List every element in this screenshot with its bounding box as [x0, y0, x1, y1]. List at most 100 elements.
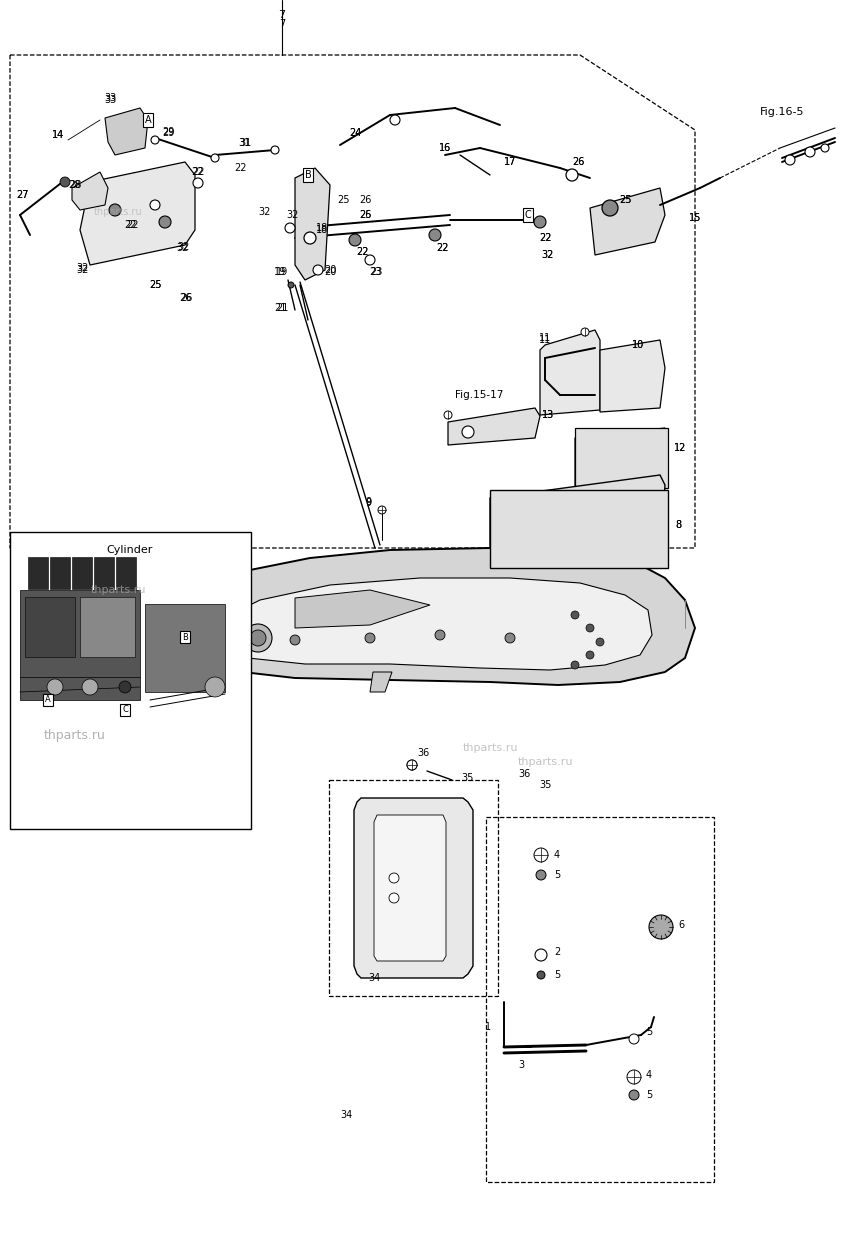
Text: 16: 16 [439, 142, 451, 152]
Text: 22: 22 [539, 233, 552, 243]
Polygon shape [490, 475, 665, 567]
Bar [72, 558, 92, 589]
Polygon shape [370, 672, 392, 693]
Text: 22: 22 [192, 167, 204, 177]
Text: 17: 17 [504, 157, 516, 167]
Circle shape [629, 1035, 639, 1044]
Polygon shape [354, 798, 473, 978]
Bar [486, 817, 714, 1182]
Text: 29: 29 [162, 128, 174, 138]
Text: 22: 22 [233, 164, 246, 173]
Text: Cylinder: Cylinder [107, 545, 153, 555]
Text: 21: 21 [274, 304, 286, 313]
Text: 22: 22 [126, 221, 138, 230]
Text: 12: 12 [673, 444, 686, 453]
Text: 7: 7 [278, 10, 286, 20]
Text: 5: 5 [554, 870, 560, 880]
Polygon shape [448, 408, 540, 445]
Circle shape [537, 971, 545, 979]
Bar [329, 781, 498, 996]
Text: 15: 15 [689, 213, 701, 223]
Text: 9: 9 [365, 498, 371, 508]
Circle shape [505, 633, 515, 643]
Bar [80, 597, 135, 657]
Circle shape [536, 870, 546, 880]
Text: 5: 5 [646, 1027, 652, 1037]
Text: 4: 4 [554, 850, 560, 860]
Text: 26: 26 [359, 209, 371, 221]
Text: thparts.ru: thparts.ru [94, 207, 142, 217]
Text: 26: 26 [359, 195, 371, 204]
Text: 32: 32 [76, 265, 88, 275]
Circle shape [60, 177, 70, 187]
Text: 11: 11 [539, 335, 551, 344]
Text: 13: 13 [542, 410, 554, 420]
Text: 32: 32 [541, 250, 554, 260]
Text: 25: 25 [149, 280, 162, 290]
Circle shape [150, 199, 160, 209]
Circle shape [805, 147, 815, 157]
Polygon shape [105, 108, 148, 155]
Text: 25: 25 [618, 195, 631, 204]
Circle shape [407, 760, 417, 769]
Polygon shape [540, 330, 600, 415]
Text: C: C [122, 705, 128, 715]
Text: 8: 8 [675, 520, 681, 530]
Bar [116, 558, 136, 589]
Polygon shape [590, 188, 665, 255]
Text: 23: 23 [369, 266, 382, 278]
Circle shape [288, 282, 294, 287]
Text: 22: 22 [190, 167, 203, 177]
Circle shape [534, 216, 546, 228]
Text: 10: 10 [632, 339, 644, 349]
Text: C: C [525, 209, 531, 221]
Text: 5: 5 [554, 970, 560, 980]
Text: 27: 27 [16, 190, 28, 199]
Text: 24: 24 [349, 128, 361, 138]
Bar [25, 597, 75, 657]
Circle shape [566, 169, 578, 181]
Circle shape [785, 155, 795, 165]
Circle shape [534, 847, 548, 862]
Circle shape [389, 873, 399, 883]
Text: 23: 23 [370, 266, 382, 278]
Circle shape [821, 144, 829, 152]
Circle shape [389, 893, 399, 903]
Text: Fig.16-5: Fig.16-5 [760, 107, 805, 116]
Polygon shape [374, 815, 446, 961]
Text: 26: 26 [179, 292, 191, 304]
Bar [10, 532, 251, 829]
Circle shape [571, 611, 579, 620]
Text: 13: 13 [542, 410, 554, 420]
Text: B: B [305, 170, 311, 180]
Bar [50, 558, 70, 589]
Text: thparts.ru: thparts.ru [517, 757, 573, 767]
Text: thparts.ru: thparts.ru [91, 585, 146, 595]
Text: 32: 32 [76, 263, 88, 273]
Text: A: A [145, 115, 151, 125]
Text: 6: 6 [678, 921, 684, 930]
Text: 36: 36 [518, 769, 530, 779]
Text: 26: 26 [572, 157, 585, 167]
Circle shape [271, 146, 279, 154]
Text: 32: 32 [541, 250, 554, 260]
Text: 3: 3 [518, 1061, 524, 1070]
Text: 12: 12 [673, 444, 686, 453]
Circle shape [535, 949, 547, 961]
Text: 4: 4 [646, 1070, 652, 1080]
Text: 19: 19 [276, 266, 288, 278]
Text: 35: 35 [539, 781, 552, 790]
Polygon shape [575, 427, 668, 488]
Polygon shape [295, 590, 430, 628]
Circle shape [109, 204, 121, 216]
Circle shape [193, 178, 203, 188]
Text: 26: 26 [180, 292, 192, 304]
Circle shape [602, 199, 618, 216]
Text: B: B [182, 632, 188, 642]
Text: 11: 11 [539, 333, 551, 343]
Text: 5: 5 [646, 1090, 652, 1100]
Text: Fig.15-17: Fig.15-17 [455, 390, 503, 400]
Circle shape [244, 624, 272, 652]
Circle shape [435, 629, 445, 641]
Text: 31: 31 [239, 138, 251, 147]
